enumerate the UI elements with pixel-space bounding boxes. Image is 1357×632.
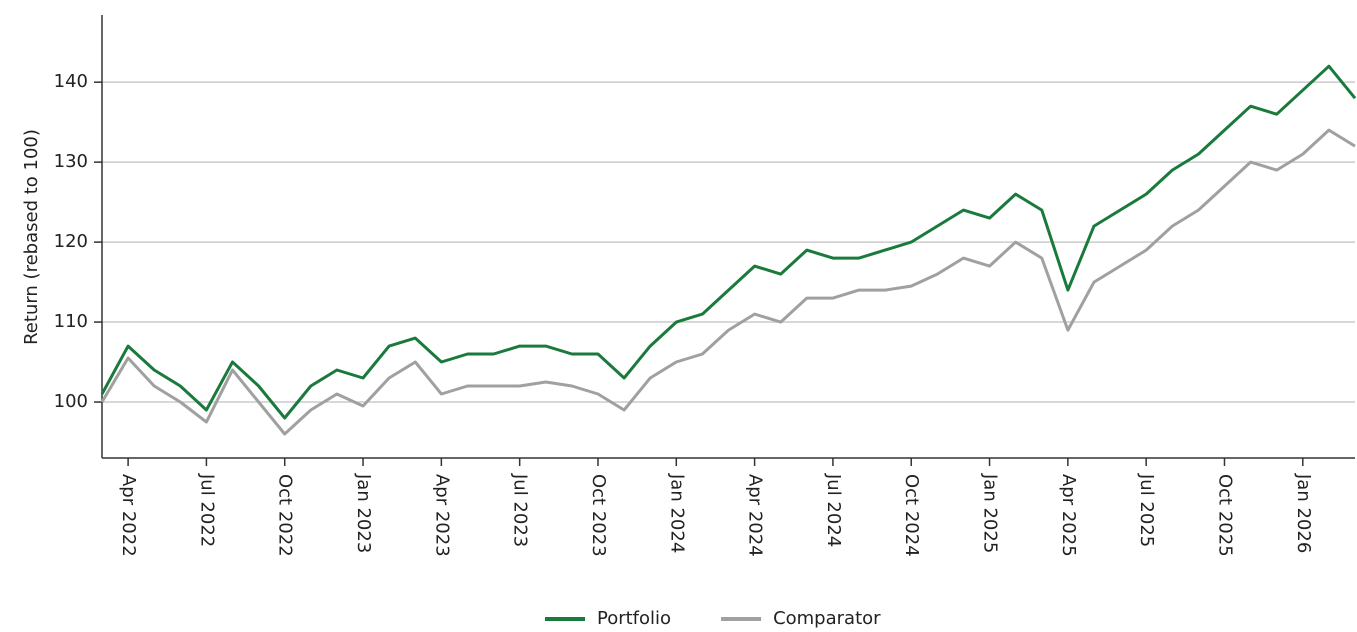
series-line (100, 128, 1356, 436)
legend-label: Comparator (773, 608, 881, 629)
x-tick-label: Oct 2023 (588, 474, 609, 557)
x-tick-label: Apr 2022 (118, 474, 139, 557)
legend-label: Portfolio (597, 608, 671, 629)
x-tick-label: Jan 2025 (980, 473, 1001, 553)
y-axis-label: Return (rebased to 100) (21, 129, 42, 345)
x-tick-label: Jul 2024 (823, 473, 844, 547)
y-tick-label: 130 (54, 151, 88, 172)
x-tick-label: Jan 2024 (666, 473, 687, 553)
x-tick-label: Jul 2023 (510, 473, 531, 547)
y-tick-label: 110 (54, 311, 88, 332)
x-tick-label: Jul 2025 (1136, 473, 1157, 547)
x-tick-label: Jul 2022 (196, 473, 217, 547)
x-tick-label: Oct 2025 (1214, 474, 1235, 557)
x-tick-label: Oct 2024 (901, 474, 922, 557)
x-tick-label: Apr 2023 (431, 474, 452, 557)
y-tick-label: 140 (54, 71, 88, 92)
x-tick-label: Apr 2025 (1058, 474, 1079, 557)
y-tick-label: 100 (54, 391, 88, 412)
y-tick-label: 120 (54, 231, 88, 252)
x-tick-label: Jan 2026 (1293, 473, 1314, 553)
x-tick-label: Apr 2024 (745, 474, 766, 557)
series-line (100, 64, 1357, 420)
x-tick-label: Jan 2023 (353, 473, 374, 553)
x-tick-label: Oct 2022 (275, 474, 296, 557)
